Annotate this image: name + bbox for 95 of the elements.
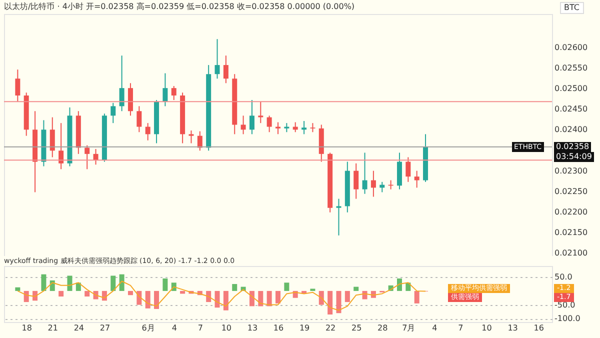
candlestick [414,170,420,188]
x-tick-label: 10 [221,324,232,332]
candlestick [197,130,202,152]
bar [145,290,150,308]
bar [41,274,46,291]
candlestick [171,86,176,101]
bar [276,290,280,304]
bar [214,290,220,308]
candlestick [50,116,55,158]
candlestick [214,38,220,80]
candlestick [136,106,142,133]
candlestick [302,120,307,135]
y-tick-label: 0.02450 [554,104,588,114]
y-tick-label: 0.02100 [554,248,588,258]
bar [162,278,168,291]
bar [284,282,290,291]
candlestick [336,198,342,236]
y-tick-label: 0.02550 [554,63,588,72]
bar [258,290,264,306]
bar [84,290,90,296]
line-series [17,280,426,311]
candlestick [188,130,194,144]
y-tick-label: 0.02200 [554,207,588,216]
bar [232,284,238,291]
y-tick-label: 0.02150 [554,228,588,238]
x-tick-label: 7 [458,324,464,332]
x-tick-label: 4 [172,324,177,332]
bar [119,274,124,291]
x-tick-label: 7月 [402,324,416,332]
bar [328,290,333,315]
y-tick-label: 0.02250 [554,186,588,196]
x-tick-label: 10 [482,324,492,332]
candlestick [284,122,290,133]
bar [67,276,72,291]
y-axis-title: BTC [560,2,584,14]
bar [223,290,228,310]
candlestick [266,115,272,133]
candlestick [15,69,20,102]
candlestick [110,102,116,124]
bar [318,290,324,305]
y-tick-label: 0.02400 [554,125,588,134]
candlestick [396,152,402,190]
candlestick [58,122,64,170]
bar [344,290,350,302]
x-tick-label: 6月 [142,324,155,332]
bar [154,290,160,309]
x-tick-label: 16 [534,324,544,332]
x-tick-label: 22 [325,324,336,332]
x-tick-label: 18 [22,324,32,332]
candlestick [249,100,254,135]
x-tick-label: 28 [378,324,388,332]
bar [128,290,133,296]
x-tick-label: 27 [100,324,110,332]
y-tick-label: 0.02300 [554,166,588,176]
x-tick-label: 25 [352,324,362,332]
x-tick-label: 13 [247,324,258,332]
bar [58,290,64,296]
candlestick [84,144,90,170]
bar [396,278,402,291]
candlestick [362,152,368,194]
x-tick-label: 19 [299,324,310,332]
x-tick-label: 13 [508,324,518,332]
y-tick-label: 50.0 [554,272,572,282]
candlestick [128,82,133,116]
bar [15,287,20,291]
candlestick [223,55,228,84]
bar [249,290,254,306]
bar [414,290,420,304]
candlestick [240,115,246,135]
candlestick [370,170,376,198]
candlestick [310,122,316,133]
bar [266,290,272,306]
candlestick [258,101,264,124]
candlestick [406,156,411,182]
candlestick [162,72,168,107]
y-tick-label: 0.02500 [554,84,588,93]
bar [180,290,186,294]
y-tick-label: 0.02600 [554,42,588,52]
y-tick-label: -100.0 [554,314,580,324]
chart-title: 以太坊/比特币 · 4小时 开=0.02358 高=0.02359 低=0.02358 收=0.02358 0.00000 (0.00%) [4,2,355,11]
x-tick-label: 16 [273,324,284,332]
candlestick [145,122,150,141]
text: 03:54:09 [554,152,594,162]
ref-line-label: 0.02358 [554,142,592,152]
candlestick [276,122,280,135]
candlestick [354,162,359,200]
bar [110,276,116,291]
bar [336,290,342,314]
bar [24,290,29,302]
x-tick-label: 4 [432,324,438,332]
candlestick [119,55,124,112]
x-tick-label: 21 [48,324,58,332]
x-tick-label: 7 [198,324,203,332]
bar [354,286,359,291]
x-tick-label: 24 [74,324,84,332]
